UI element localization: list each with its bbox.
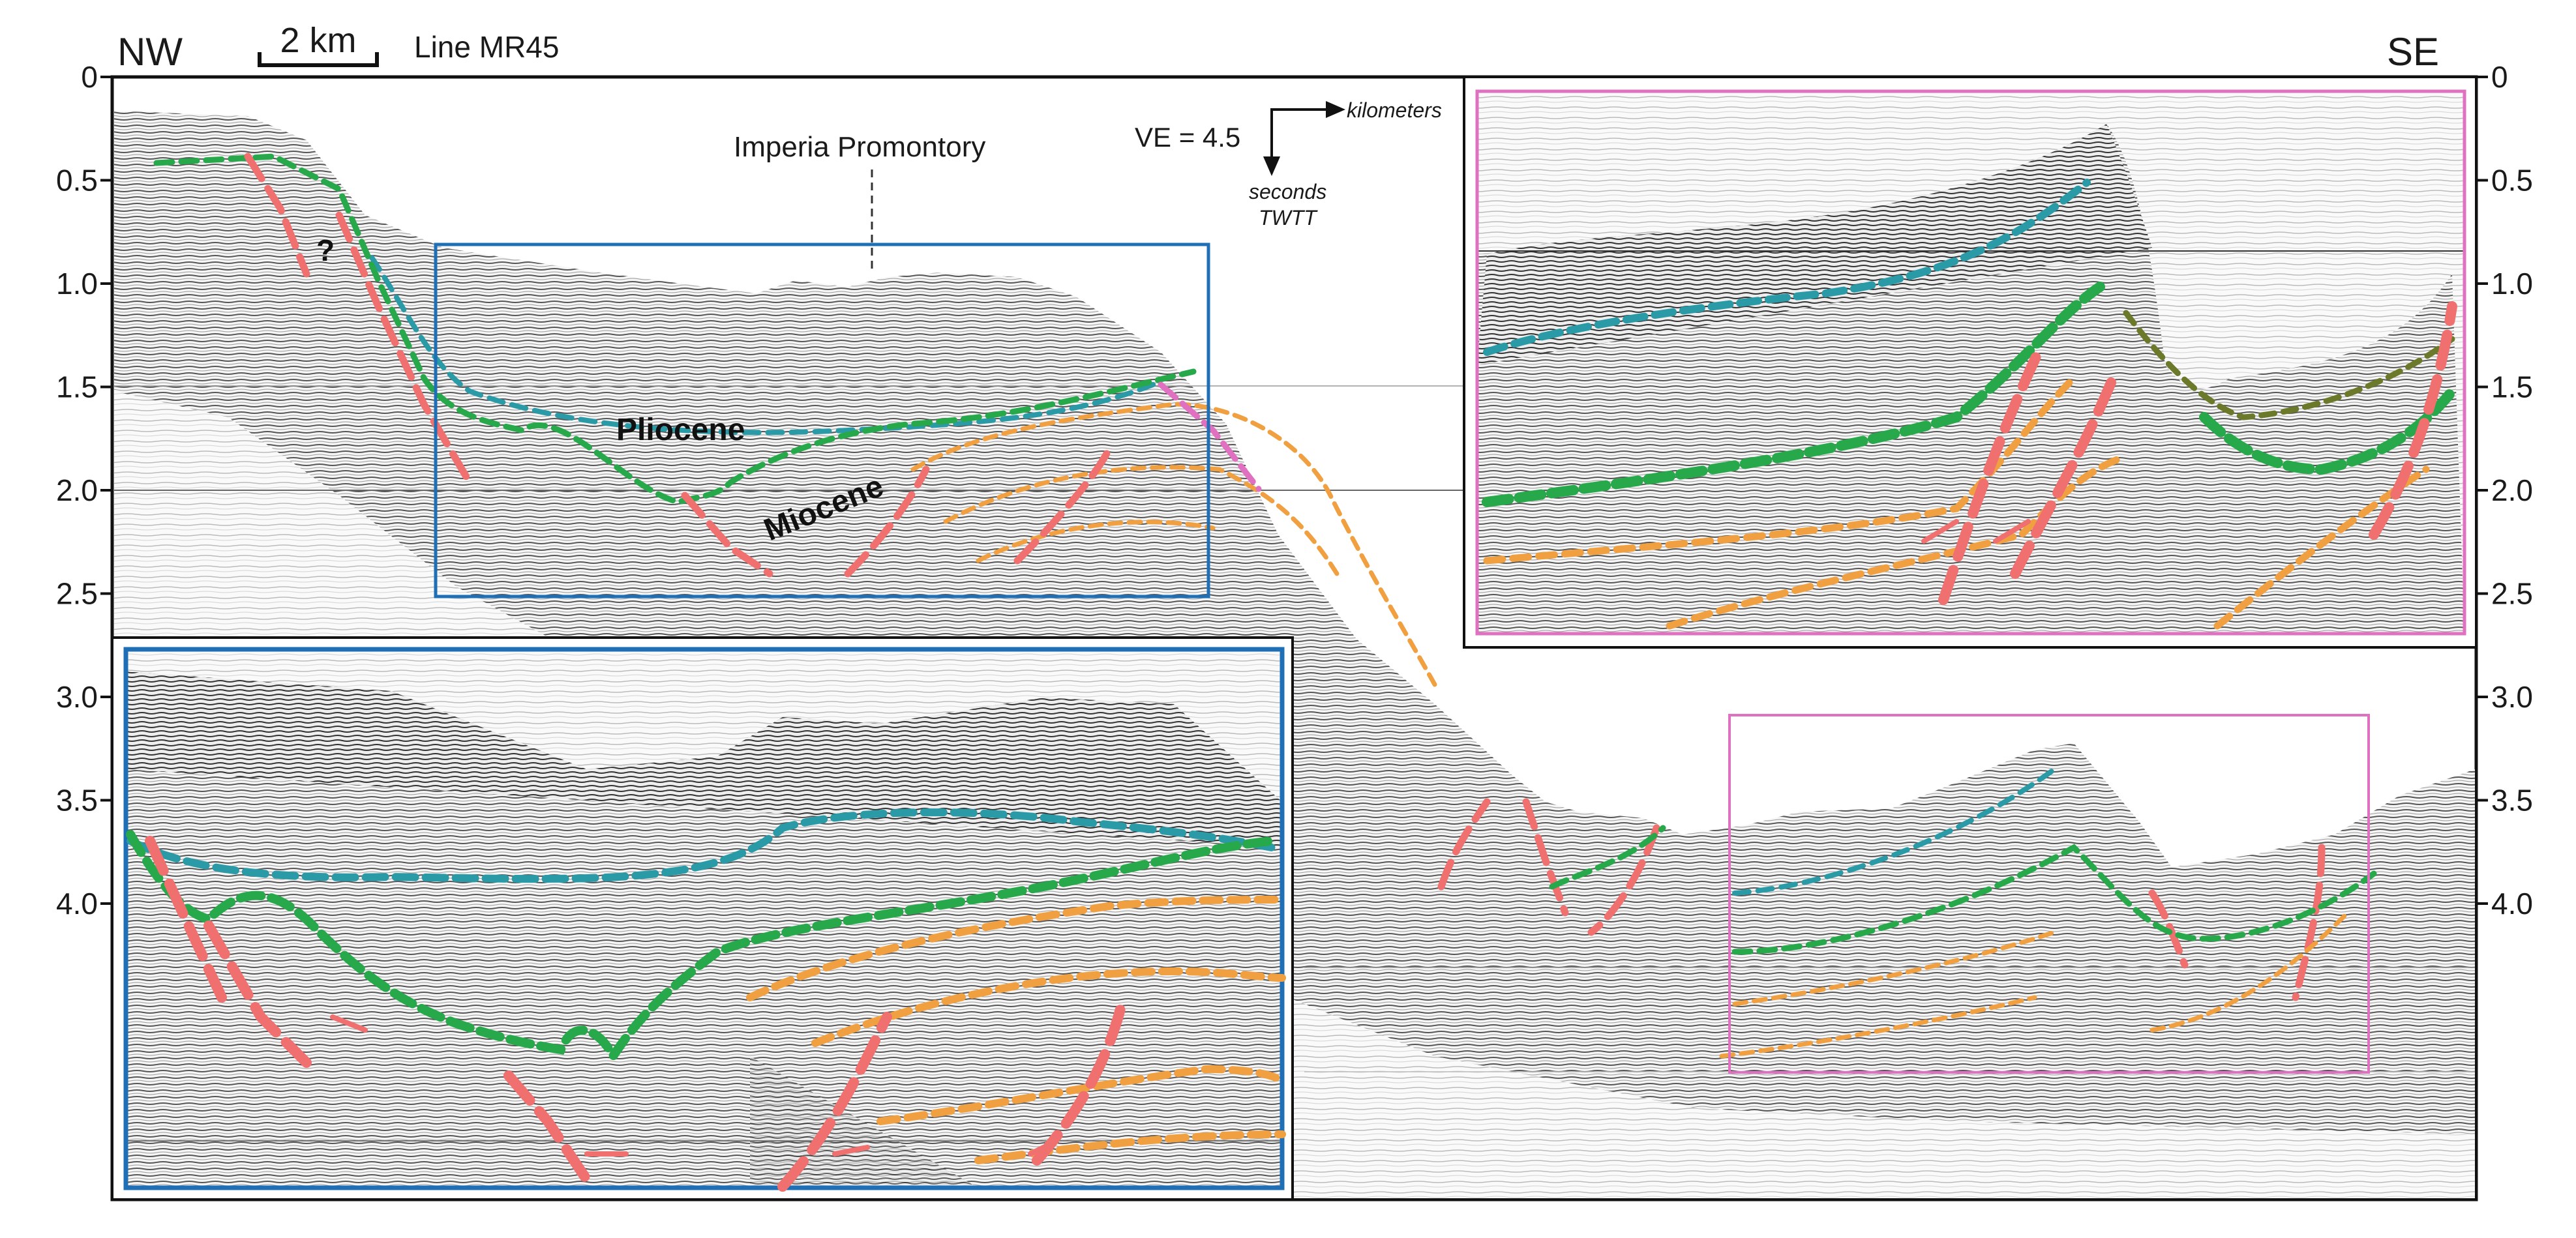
promontory-label: Imperia Promontory (734, 131, 985, 163)
axis-tick-label-right: 3.0 (2491, 680, 2533, 714)
pliocene-top-horizon (369, 255, 1163, 435)
x-unit-label: kilometers (1347, 98, 1442, 122)
axis-tick-label-right: 2.5 (2491, 577, 2533, 611)
blue-inset (111, 636, 1294, 1201)
question-label: ? (316, 233, 335, 267)
fault-4 (844, 465, 930, 578)
nw-label: NW (117, 30, 183, 74)
se-label: SE (2387, 30, 2439, 74)
fault-10 (2148, 889, 2189, 969)
ve-axis-arrows (1263, 100, 1346, 177)
intra-miocene-horizon-3 (976, 520, 1216, 563)
inset-pink-orange-1 (1483, 374, 2078, 565)
axis-tick-label-left: 2.5 (56, 577, 98, 611)
fault-5 (1013, 446, 1113, 565)
fault-1 (244, 153, 310, 278)
inset-pink-fault-3 (2369, 301, 2457, 540)
axis-tick-label-right: 2.0 (2491, 473, 2533, 507)
axis-tick-label-left: 1.5 (56, 370, 98, 404)
intra-miocene-horizon-1 (910, 402, 1437, 687)
y-unit-label-2: TWTT (1259, 206, 1318, 229)
miocene-top-east (1549, 825, 2377, 955)
inset-blue-miocene-top (126, 830, 1276, 1065)
line-name: Line MR45 (414, 30, 559, 64)
axis-tick-label-left: 3.0 (56, 680, 98, 714)
inset-blue-pliocene-top (127, 808, 1276, 883)
inset-blue-orange-4 (974, 1130, 1286, 1164)
axis-tick-label-right: 0 (2491, 60, 2508, 94)
scale-bar (258, 52, 379, 67)
intra-miocene-east (1719, 910, 2350, 1059)
inset-blue-orange-1 (746, 896, 1286, 1001)
inset-blue-slip-arrows (330, 1014, 1059, 1157)
axis-tick-label-right: 3.5 (2491, 784, 2533, 818)
axis-tick-label-right: 4.0 (2491, 887, 2533, 921)
fault-8 (1522, 798, 1569, 917)
y-unit-label-1: seconds (1249, 180, 1326, 203)
inset-pink-miocene-olive (2123, 310, 2455, 420)
inset-pink-fault-2 (2010, 373, 2118, 579)
blue-focus-box (434, 243, 1210, 598)
fault-9 (1587, 824, 1660, 936)
axis-tick-label-left: 1.0 (56, 267, 98, 301)
pink-inset (1463, 76, 2478, 649)
inset-pink-pliocene-top (1483, 179, 2091, 356)
time-axis: 0 0 0.5 0.5 1.0 1.0 1.5 1.5 2.0 2.0 2.5 2.5 3.0 3.0 3.… (56, 60, 2533, 921)
inset-pink-orange-2 (1666, 452, 2130, 630)
inset-blue-fault-1 (145, 836, 227, 1003)
inset-blue-orange-3 (876, 1065, 1286, 1125)
main-interpretation (153, 153, 2377, 1059)
pink-focus-box (1728, 714, 2370, 1074)
axis-tick-label-right: 0.5 (2491, 164, 2533, 198)
axis-tick-label-right: 1.0 (2491, 267, 2533, 301)
intra-miocene-horizon-2 (943, 465, 1340, 576)
fault-2 (335, 211, 473, 486)
fault-11 (2292, 844, 2326, 1001)
pliocene-top-east (1732, 767, 2057, 896)
axis-tick-label-left: 3.5 (56, 784, 98, 818)
pliocene-label: Pliocene (616, 413, 745, 447)
axis-tick-label-left: 0.5 (56, 164, 98, 198)
fault-3 (681, 492, 773, 578)
axis-tick-label-left: 4.0 (56, 887, 98, 921)
inset-blue-fault-2 (203, 921, 312, 1068)
fault-7 (1437, 798, 1491, 891)
inset-pink-slip-arrows (1921, 519, 2031, 544)
inset-pink-fault-1 (1938, 340, 2046, 605)
miocene-top-horizon (153, 153, 1197, 505)
axis-tick-label-right: 1.5 (2491, 370, 2533, 404)
inset-blue-fault-4 (777, 1012, 892, 1192)
ve-label: VE = 4.5 (1135, 122, 1240, 153)
inset-blue-fault-3 (503, 1070, 592, 1185)
scale-bar-label: 2 km (280, 21, 356, 60)
axis-tick-label-left: 0 (81, 60, 98, 94)
axis-tick-label-left: 2.0 (56, 473, 98, 507)
fault-6 (1158, 381, 1262, 492)
